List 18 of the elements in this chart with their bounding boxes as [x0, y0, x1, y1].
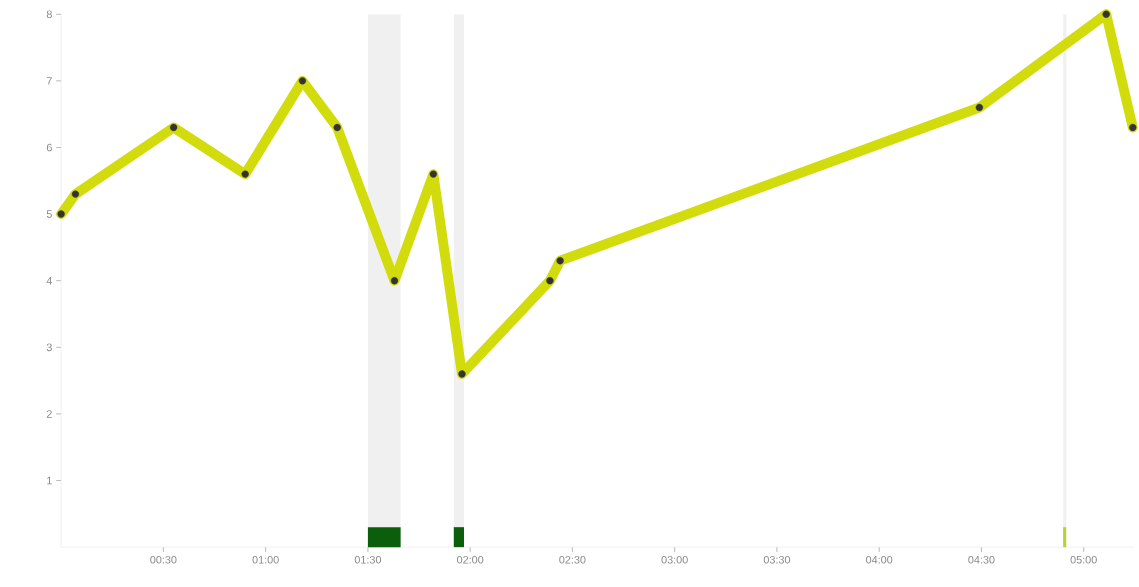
x-tick-label: 00:30 [150, 556, 177, 564]
y-tick-label: 1 [47, 476, 52, 485]
x-tick-label: 02:00 [457, 556, 484, 564]
y-tick-label: 4 [46, 277, 53, 285]
y-tick-label: 3 [46, 343, 52, 352]
x-tick-label: 01:30 [354, 556, 382, 564]
x-tick-label: 02:30 [559, 556, 586, 564]
y-tick-label: 5 [46, 210, 52, 219]
y-tick-label: 7 [46, 77, 52, 85]
x-tick-label: 01:00 [252, 556, 279, 564]
x-tick-label: 04:00 [866, 556, 893, 564]
y-tick-label: 2 [46, 410, 52, 418]
x-tick-label: 04:30 [968, 556, 995, 564]
x-tick-label: 05:00 [1070, 556, 1097, 564]
x-tick-label: 03:30 [763, 556, 791, 564]
y-tick-label: 8 [46, 10, 52, 19]
x-tick-label: 03:00 [661, 556, 688, 564]
y-tick-label: 6 [46, 143, 52, 152]
